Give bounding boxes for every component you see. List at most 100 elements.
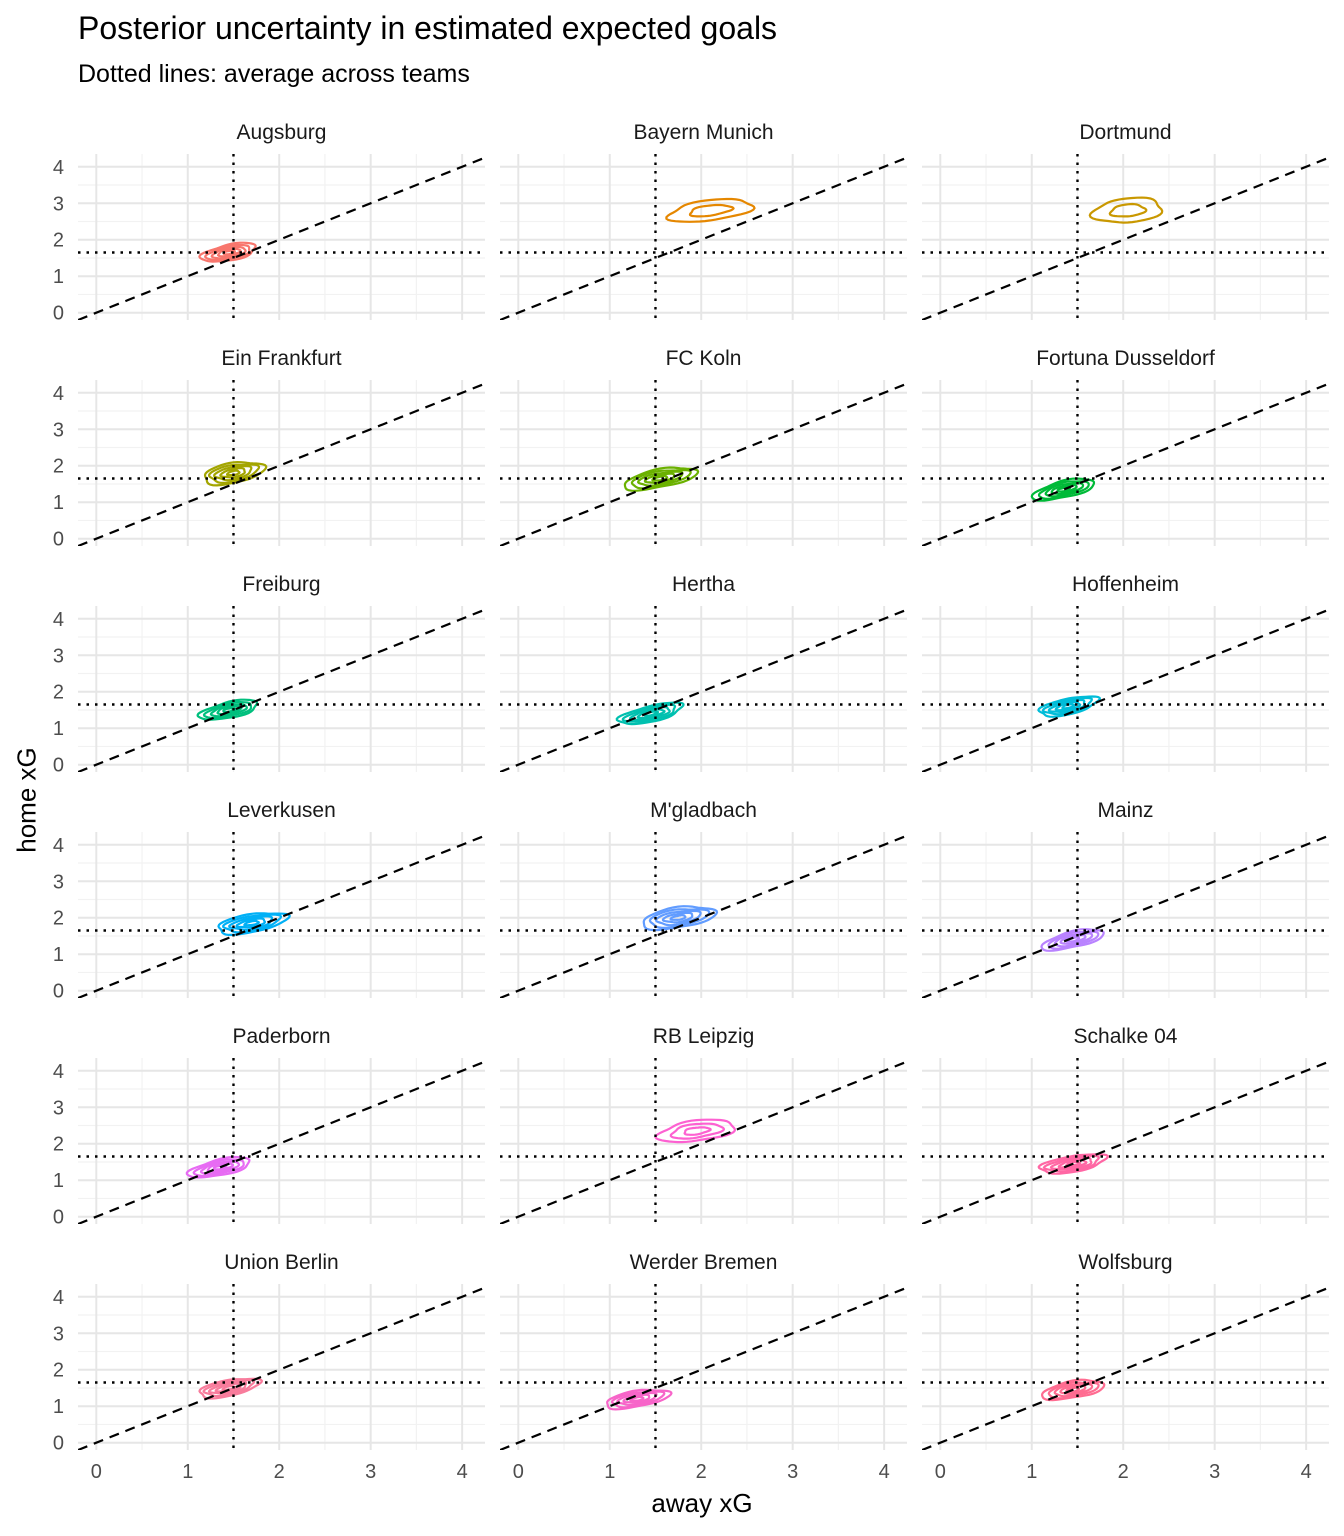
facet-title: M'gladbach — [650, 799, 757, 822]
density-contour — [636, 708, 666, 720]
density-contour — [629, 1395, 645, 1402]
facet-panel: RB Leipzig — [500, 1025, 907, 1224]
x-tick-label: 1 — [604, 1461, 615, 1483]
identity-line — [500, 608, 907, 772]
y-tick-label: 4 — [53, 157, 64, 179]
identity-line — [500, 834, 907, 998]
x-tick-label: 1 — [1026, 1461, 1037, 1483]
density-contour — [206, 1162, 235, 1173]
x-tick-label: 2 — [696, 1461, 707, 1483]
density-contour — [1037, 1153, 1109, 1175]
identity-line — [78, 382, 485, 546]
density-contour — [1037, 480, 1090, 500]
density-contour — [1054, 700, 1082, 712]
density-contour — [214, 1382, 242, 1393]
y-tick-label: 1 — [53, 718, 64, 740]
x-tick-label: 4 — [879, 1461, 890, 1483]
y-tick-label: 3 — [53, 1323, 64, 1345]
facet-panel: Augsburg 0 1 2 3 4 — [53, 121, 485, 325]
density-contour — [196, 698, 259, 721]
identity-line — [500, 1060, 907, 1224]
identity-line — [922, 156, 1329, 320]
density-contour — [669, 1122, 726, 1140]
x-tick-label: 4 — [457, 1461, 468, 1483]
x-tick-label: 4 — [1301, 1461, 1312, 1483]
density-contour — [665, 197, 756, 223]
facet-title: Hertha — [672, 573, 735, 596]
density-contour — [669, 914, 687, 922]
density-contour — [1042, 1154, 1100, 1173]
facet-panel: M'gladbach — [500, 799, 907, 998]
density-contour — [210, 245, 247, 260]
facet-panel: Dortmund — [922, 121, 1329, 320]
facet-title: Freiburg — [242, 573, 320, 596]
density-contour — [219, 467, 246, 479]
identity-line — [500, 1286, 907, 1450]
density-contour — [1049, 1156, 1093, 1171]
facet-title: RB Leipzig — [653, 1025, 755, 1048]
density-contour — [637, 470, 684, 487]
facet-title: Schalke 04 — [1074, 1025, 1178, 1048]
density-contour — [630, 468, 692, 490]
density-contour — [1047, 930, 1100, 950]
identity-line — [922, 1286, 1329, 1450]
density-contour — [199, 1160, 241, 1176]
density-contour — [623, 466, 700, 492]
facet-title: Mainz — [1097, 799, 1153, 822]
density-contour — [226, 469, 241, 477]
x-tick-label: 2 — [1118, 1461, 1129, 1483]
y-tick-label: 2 — [53, 1360, 64, 1382]
facet-title: Leverkusen — [227, 799, 336, 822]
facet-panel: Freiburg 0 1 2 3 4 — [53, 573, 485, 777]
y-tick-label: 2 — [53, 456, 64, 478]
density-contour — [209, 703, 249, 718]
facet-panel: Wolfsburg 0 1 2 3 4 — [922, 1251, 1329, 1483]
y-tick-label: 2 — [53, 908, 64, 930]
y-tick-label: 1 — [53, 492, 64, 514]
facet-panel: Bayern Munich — [500, 121, 907, 320]
identity-line — [78, 1286, 485, 1450]
identity-line — [922, 834, 1329, 998]
chart-title: Posterior uncertainty in estimated expec… — [78, 10, 778, 46]
x-tick-label: 2 — [274, 1461, 285, 1483]
facet-panel: Schalke 04 — [922, 1025, 1329, 1224]
facet-panel: Hertha — [500, 573, 907, 772]
density-contour — [207, 1380, 248, 1395]
facet-panel: Hoffenheim — [922, 573, 1329, 772]
x-tick-label: 3 — [787, 1461, 798, 1483]
y-tick-label: 0 — [53, 755, 64, 777]
y-tick-label: 0 — [53, 1207, 64, 1229]
density-contour — [222, 913, 283, 934]
density-contour — [610, 1390, 666, 1409]
density-contour — [683, 1126, 712, 1136]
identity-line — [922, 382, 1329, 546]
density-contour — [185, 1155, 251, 1179]
y-tick-label: 0 — [53, 303, 64, 325]
y-tick-label: 4 — [53, 835, 64, 857]
density-contour — [1040, 1378, 1106, 1402]
x-axis-label: away xG — [651, 1488, 753, 1518]
density-contour — [654, 909, 702, 927]
density-contour — [1059, 1384, 1087, 1396]
identity-line — [78, 1060, 485, 1224]
density-contour — [198, 241, 257, 263]
facet-title: Hoffenheim — [1072, 573, 1179, 596]
facet-panel: Leverkusen 0 1 2 3 4 — [53, 799, 485, 1003]
density-contour — [1030, 477, 1096, 502]
facet-title: Bayern Munich — [633, 121, 773, 144]
y-tick-label: 4 — [53, 609, 64, 631]
y-tick-label: 2 — [53, 682, 64, 704]
facet-panel: Werder Bremen 0 1 2 3 4 — [500, 1251, 907, 1483]
y-tick-label: 4 — [53, 1287, 64, 1309]
density-contour — [222, 706, 237, 714]
identity-line — [500, 382, 907, 546]
facet-title: Fortuna Dusseldorf — [1036, 347, 1215, 370]
facet-title: Dortmund — [1079, 121, 1171, 144]
density-contour — [688, 203, 735, 218]
y-tick-label: 4 — [53, 383, 64, 405]
y-tick-label: 3 — [53, 419, 64, 441]
y-tick-label: 3 — [53, 645, 64, 667]
density-contour — [1061, 703, 1077, 710]
y-tick-label: 1 — [53, 1170, 64, 1192]
